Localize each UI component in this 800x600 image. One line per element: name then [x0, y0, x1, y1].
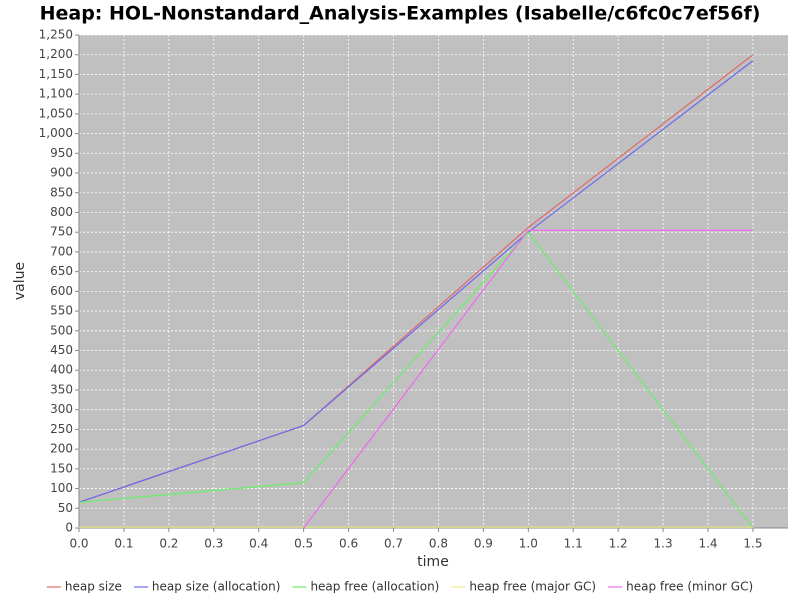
y-tick-label: 1,100 — [39, 87, 73, 101]
y-tick-label: 450 — [50, 343, 73, 357]
y-tick-label: 750 — [50, 225, 73, 239]
legend-label: heap free (allocation) — [310, 580, 439, 594]
y-tick-label: 800 — [50, 205, 73, 219]
legend-label: heap free (minor GC) — [626, 580, 753, 594]
series-line — [303, 229, 753, 529]
y-tick-label: 350 — [50, 382, 73, 396]
series-line — [78, 60, 754, 503]
x-tick-label: 0.0 — [69, 537, 88, 551]
y-tick-label: 850 — [50, 185, 73, 199]
x-tick-label: 1.0 — [519, 537, 538, 551]
y-tick-label: 900 — [50, 166, 73, 180]
x-tick-label: 0.6 — [339, 537, 358, 551]
x-tick-label: 0.2 — [159, 537, 178, 551]
x-tick-label: 1.3 — [654, 537, 673, 551]
y-tick-label: 650 — [50, 264, 73, 278]
y-tick-label: 1,250 — [39, 28, 73, 42]
chart-title: Heap: HOL-Nonstandard_Analysis-Examples … — [40, 3, 761, 25]
y-tick-label: 550 — [50, 304, 73, 318]
y-tick-label: 1,050 — [39, 106, 73, 120]
y-tick-label: 1,000 — [39, 126, 73, 140]
legend-label: heap size (allocation) — [152, 580, 281, 594]
x-axis-label: time — [417, 554, 449, 570]
y-tick-label: 400 — [50, 363, 73, 377]
y-tick-label: 600 — [50, 284, 73, 298]
y-tick-label: 250 — [50, 422, 73, 436]
y-tick-label: 150 — [50, 461, 73, 475]
y-tick-label: 100 — [50, 481, 73, 495]
x-tick-label: 1.2 — [609, 537, 628, 551]
y-tick-label: 1,200 — [39, 47, 73, 61]
legend-label: heap size — [65, 580, 122, 594]
x-tick-label: 1.1 — [564, 537, 583, 551]
series-line — [78, 231, 754, 529]
x-tick-label: 1.5 — [743, 537, 762, 551]
x-tick-label: 0.4 — [249, 537, 268, 551]
x-tick-label: 0.7 — [384, 537, 403, 551]
y-tick-label: 50 — [58, 501, 73, 515]
y-axis-label: value — [12, 262, 28, 300]
y-tick-label: 1,150 — [39, 67, 73, 81]
legend-label: heap free (major GC) — [469, 580, 596, 594]
y-tick-label: 700 — [50, 244, 73, 258]
y-tick-label: 500 — [50, 323, 73, 337]
x-tick-label: 1.4 — [698, 537, 717, 551]
y-tick-label: 300 — [50, 402, 73, 416]
x-tick-label: 0.1 — [114, 537, 133, 551]
x-tick-label: 0.9 — [474, 537, 493, 551]
x-tick-label: 0.5 — [294, 537, 313, 551]
y-tick-label: 200 — [50, 442, 73, 456]
x-tick-label: 0.8 — [429, 537, 448, 551]
plot-area — [79, 35, 788, 528]
y-tick-label: 950 — [50, 146, 73, 160]
x-tick-label: 0.3 — [204, 537, 223, 551]
y-tick-label: 0 — [65, 521, 73, 535]
